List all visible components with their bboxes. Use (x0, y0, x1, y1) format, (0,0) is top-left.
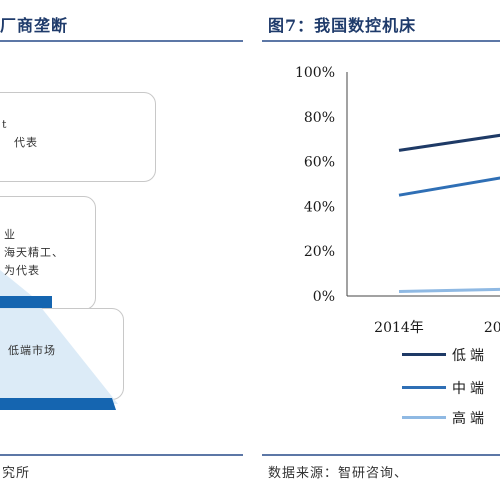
chart-title: 图7：我国数控机床 (268, 16, 417, 35)
tier-middle-line-1: 业 (4, 228, 16, 241)
right-bottom-divider (262, 454, 500, 456)
tier-top-line-1: t (2, 118, 8, 131)
series-line-低端 (398, 133, 500, 152)
legend-label: 中端 (452, 381, 488, 397)
legend-label: 高端 (452, 411, 488, 427)
tier-bottom-line-1: 低端市场 (8, 344, 56, 357)
left-source-note: 究所 (2, 466, 31, 481)
left-bottom-divider (0, 454, 243, 456)
tier-middle-line-2: 海天精工、 (4, 246, 64, 259)
series-line-中端 (398, 176, 500, 197)
y-tick-label: 0% (313, 289, 335, 305)
line-chart: 0% 20% 40% 60% 80% 100% 2014年 2015- (295, 65, 500, 336)
tier-box-top (0, 92, 156, 182)
right-figure-panel: 图7：我国数控机床 0% 20% 40% 60% 80% 100% 2014年 2015- 低… (262, 0, 500, 500)
pyramid-graphic (0, 270, 118, 410)
y-tick-label: 80% (304, 110, 335, 126)
x-tick-label: 2015- (484, 320, 500, 336)
series-line-高端 (398, 287, 500, 294)
y-tick-label: 40% (304, 199, 335, 215)
y-tick-label: 100% (295, 65, 335, 81)
legend-swatch (402, 386, 446, 389)
legend-swatch (402, 353, 446, 356)
legend-label: 低端 (452, 348, 488, 364)
y-tick-label: 60% (304, 155, 335, 171)
right-title-divider (262, 40, 500, 42)
left-panel-title: 厂商垄断 (0, 16, 69, 35)
legend-swatch (402, 416, 446, 419)
tier-middle-line-3: 为代表 (4, 264, 40, 277)
y-tick-label: 20% (304, 244, 335, 260)
x-tick-label: 2014年 (374, 320, 424, 336)
left-figure-panel: 厂商垄断 t 代表 业 海天精工、 为代表 低端市场 究所 (0, 0, 243, 500)
chart-source-note: 数据来源：智研咨询、 (268, 466, 409, 481)
left-title-divider (0, 40, 243, 42)
tier-top-line-2: 代表 (14, 136, 38, 149)
